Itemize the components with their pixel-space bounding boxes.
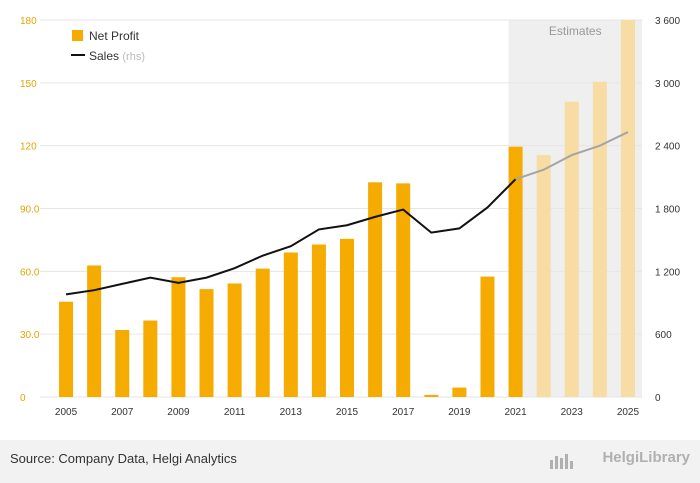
right-axis-tick-label: 600 [655,330,672,341]
x-axis-tick-label: 2021 [504,407,527,418]
right-axis-tick-label: 2 400 [655,142,680,153]
legend-sales-name: Sales [89,49,119,63]
left-axis-tick-label: 60.0 [20,267,40,278]
brand-name: HelgiLibrary [602,449,690,466]
bar-net-profit [508,146,523,397]
legend-net-profit-swatch [72,30,83,41]
legend-sales-label: Sales (rhs) [89,49,145,63]
bar-net-profit [143,320,158,397]
bar-net-profit [227,283,242,397]
bar-net-profit [59,301,74,397]
legend: Net Profit Sales (rhs) [71,29,145,63]
bar-net-profit [87,265,102,397]
left-axis-tick-label: 0 [20,393,26,404]
bars [59,20,635,398]
bar-net-profit [452,387,467,397]
bar-net-profit [480,276,495,397]
bar-net-profit [255,268,270,397]
bar-net-profit [592,81,607,398]
x-axis-tick-label: 2009 [167,407,190,418]
left-axis-tick-label: 180 [20,16,37,27]
left-axis-ticks: 0 30.0 60.0 90.0 120 150 180 [20,16,40,404]
bar-net-profit [311,244,326,397]
bar-net-profit [564,101,579,397]
x-axis-tick-label: 2025 [617,407,640,418]
footer: Source: Company Data, Helgi Analytics He… [0,440,700,483]
x-axis-tick-label: 2013 [280,407,303,418]
x-axis-tick-label: 2019 [448,407,471,418]
x-axis-tick-label: 2007 [111,407,134,418]
legend-sales-suffix: (rhs) [122,51,145,63]
bar-net-profit [368,182,383,397]
x-axis-tick-label: 2015 [336,407,359,418]
bar-net-profit [171,277,186,397]
source-text: Source: Company Data, Helgi Analytics [10,451,237,466]
x-axis-tick-label: 2011 [224,407,246,418]
x-axis-tick-label: 2017 [392,407,415,418]
bar-net-profit [199,289,214,397]
bar-net-profit [340,238,354,397]
left-axis-tick-label: 150 [20,79,37,90]
right-axis-tick-label: 1 200 [655,267,680,278]
sales-line-estimate [515,131,629,181]
left-axis-tick-label: 120 [20,142,37,153]
left-axis-tick-label: 30.0 [20,330,40,341]
legend-net-profit-label: Net Profit [89,29,140,43]
x-axis-ticks: 2005 2007 2009 2011 2013 2015 2017 2019 2021 2023… [55,407,640,418]
chart: Estimates 0 30.0 60.0 90.0 120 150 180 0 600 1 2… [20,16,680,418]
right-axis-tick-label: 0 [655,393,661,404]
library-logo-icon [550,454,573,469]
x-axis-tick-label: 2023 [561,407,584,418]
sales-line [65,131,629,296]
x-axis-tick-label: 2005 [55,407,78,418]
sales-line-actual [65,178,517,296]
right-axis-tick-label: 1 800 [655,205,680,216]
bar-net-profit [424,394,439,397]
bar-net-profit [536,155,551,397]
bar-net-profit [115,329,130,397]
right-axis-tick-label: 3 000 [655,79,680,90]
bar-net-profit [620,20,635,397]
bar-net-profit [283,252,298,397]
right-axis-ticks: 0 600 1 200 1 800 2 400 3 000 3 600 [655,16,680,404]
right-axis-tick-label: 3 600 [655,16,680,27]
left-axis-tick-label: 90.0 [20,205,40,216]
estimates-label: Estimates [549,24,602,38]
bar-net-profit [396,183,411,397]
